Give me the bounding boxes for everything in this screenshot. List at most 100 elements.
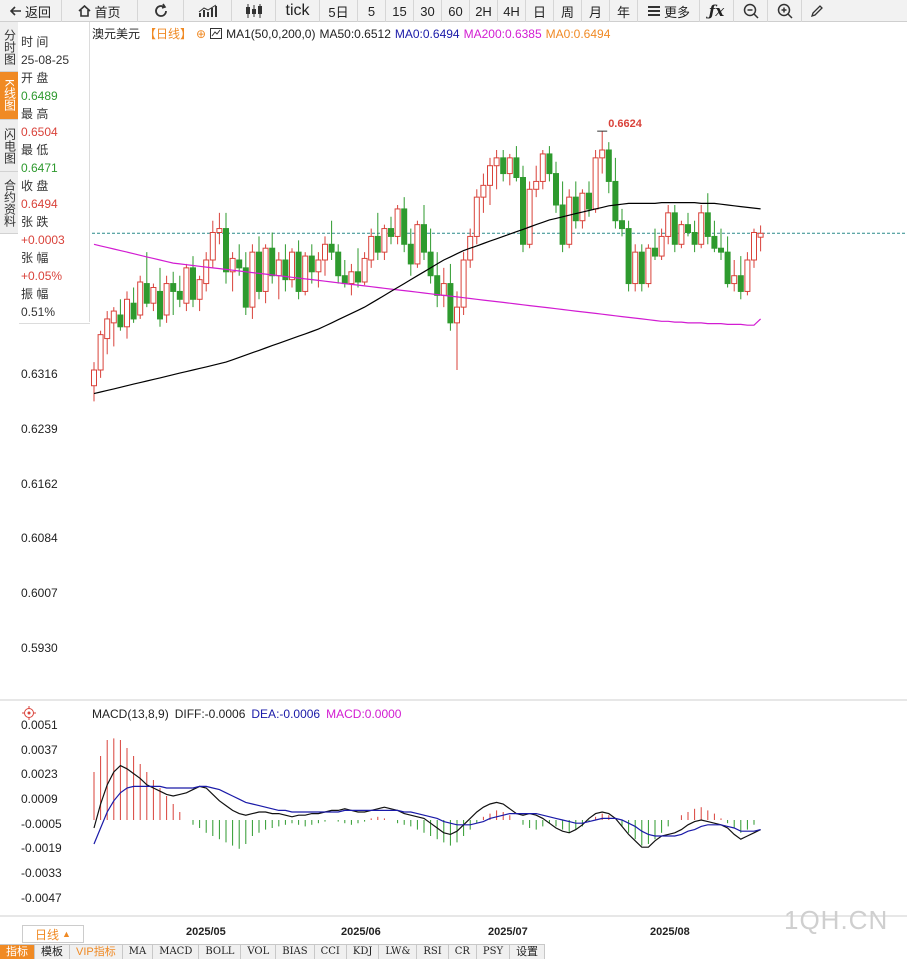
max-price-label: 0.6624 — [608, 118, 643, 130]
function-icon: ƒx — [708, 2, 725, 20]
candle-body — [678, 224, 685, 245]
bar-chart-icon — [198, 4, 217, 17]
back-label: 返回 — [24, 4, 51, 20]
open-label: 开 盘 — [21, 71, 49, 85]
chart-legend: 澳元美元 【日线】 ⊕ MA1(50,0,200,0) MA50:0.6512 … — [92, 25, 610, 42]
period-15[interactable]: 15 — [386, 0, 414, 22]
add-icon[interactable]: ⊕ — [196, 26, 207, 41]
candle-body — [289, 251, 295, 281]
period-30[interactable]: 30 — [414, 0, 442, 22]
candle-body — [361, 257, 368, 283]
chart-type-button[interactable] — [184, 0, 232, 22]
macd-tick: -0.0019 — [21, 841, 62, 855]
candle-body — [586, 192, 592, 210]
candle-body — [282, 259, 289, 281]
back-button[interactable]: 返回 — [0, 0, 62, 22]
period-2h[interactable]: 2H — [470, 0, 498, 22]
change-value: +0.0003 — [21, 233, 65, 247]
pencil-icon — [810, 5, 823, 18]
close-value: 0.6494 — [21, 197, 58, 211]
tab-label: 合约资料 — [2, 178, 17, 227]
candle-body — [493, 157, 500, 167]
low-value: 0.6471 — [21, 161, 58, 175]
macd-diff-line — [93, 764, 761, 848]
zoom-out-button[interactable] — [734, 0, 768, 22]
refresh-button[interactable] — [138, 0, 184, 22]
candle-body — [440, 283, 447, 296]
period-day[interactable]: 日 — [526, 0, 554, 22]
tab-settings[interactable]: 设置 — [510, 945, 546, 959]
open-value: 0.6489 — [21, 89, 58, 103]
tab-macd[interactable]: MACD — [153, 945, 200, 959]
price-tick: 0.6084 — [21, 531, 58, 545]
macd-tick: 0.0037 — [21, 743, 58, 757]
tab-kdj[interactable]: KDJ — [347, 945, 380, 959]
tick-button[interactable]: tick — [276, 0, 320, 22]
macd-tick: -0.0033 — [21, 866, 62, 880]
tab-flash[interactable]: 闪电图 — [0, 120, 18, 172]
indicator-settings-icon[interactable] — [210, 28, 223, 39]
price-tick: 0.5930 — [21, 641, 58, 655]
macd-dea: DEA:-0.0006 — [251, 707, 321, 721]
time-label: 时 间 — [21, 35, 49, 49]
candle-body — [242, 267, 249, 308]
draw-button[interactable] — [802, 0, 832, 22]
tab-templates[interactable]: 模板 — [35, 945, 70, 959]
candle-body — [97, 334, 104, 371]
more-button[interactable]: 更多 — [638, 0, 700, 22]
toolbar: 返回 首页 tick 5日 5 15 30 60 2H 4H 日 周 月 年 更… — [0, 0, 907, 22]
candle-body — [744, 259, 751, 292]
tab-vip-indicators[interactable]: VIP指标 — [70, 945, 123, 959]
x-tick: 2025/08 — [650, 926, 690, 938]
tab-psy[interactable]: PSY — [477, 945, 511, 959]
candle-body — [104, 318, 111, 340]
tab-label: 闪电图 — [2, 127, 17, 164]
tab-rsi[interactable]: RSI — [417, 945, 449, 959]
tab-cci[interactable]: CCI — [315, 945, 347, 959]
candle-body — [262, 247, 269, 292]
candle-body — [269, 247, 276, 277]
candle-body — [163, 283, 170, 316]
period-5[interactable]: 5 — [358, 0, 386, 22]
period-indicator[interactable]: 【日线】 — [144, 27, 193, 41]
candle-body — [394, 208, 401, 237]
candle-style-button[interactable] — [232, 0, 276, 22]
period-4h[interactable]: 4H — [498, 0, 526, 22]
period-label: 2H — [475, 3, 492, 19]
tab-bias[interactable]: BIAS — [276, 945, 315, 959]
macd-diff: DIFF:-0.0006 — [174, 707, 246, 721]
period-week[interactable]: 周 — [554, 0, 582, 22]
tick-label: tick — [285, 2, 310, 19]
tab-indicators[interactable]: 指标 — [0, 945, 35, 959]
tab-time-share[interactable]: 分时图 — [0, 22, 18, 72]
tab-vol[interactable]: VOL — [241, 945, 277, 959]
caret-up-icon: ▲ — [62, 929, 71, 939]
tab-ma[interactable]: MA — [123, 945, 154, 959]
period-selector-button[interactable]: 日线 ▲ — [22, 925, 84, 943]
candle-body — [150, 287, 157, 304]
candle-body — [137, 281, 144, 316]
home-button[interactable]: 首页 — [62, 0, 138, 22]
tab-boll[interactable]: BOLL — [199, 945, 242, 959]
tab-kline[interactable]: K线图 — [0, 72, 18, 120]
zoom-in-button[interactable] — [768, 0, 802, 22]
period-year[interactable]: 年 — [610, 0, 638, 22]
period-5d[interactable]: 5日 — [320, 0, 358, 22]
tab-label: K线图 — [2, 79, 17, 112]
period-60[interactable]: 60 — [442, 0, 470, 22]
crosshair-icon[interactable] — [22, 706, 36, 720]
period-month[interactable]: 月 — [582, 0, 610, 22]
macd-value: MACD:0.0000 — [326, 707, 402, 721]
formula-button[interactable]: ƒx — [700, 0, 734, 22]
candle-body — [592, 157, 599, 210]
tab-contract-info[interactable]: 合约资料 — [0, 172, 18, 234]
x-tick: 2025/06 — [341, 926, 381, 938]
tab-cr[interactable]: CR — [449, 945, 477, 959]
tab-lw[interactable]: LW& — [379, 945, 418, 959]
candle-body — [236, 259, 243, 269]
price-tick: 0.6162 — [21, 477, 58, 491]
candle-body — [691, 232, 698, 245]
candle-body — [427, 251, 434, 277]
candle-body — [355, 271, 361, 283]
